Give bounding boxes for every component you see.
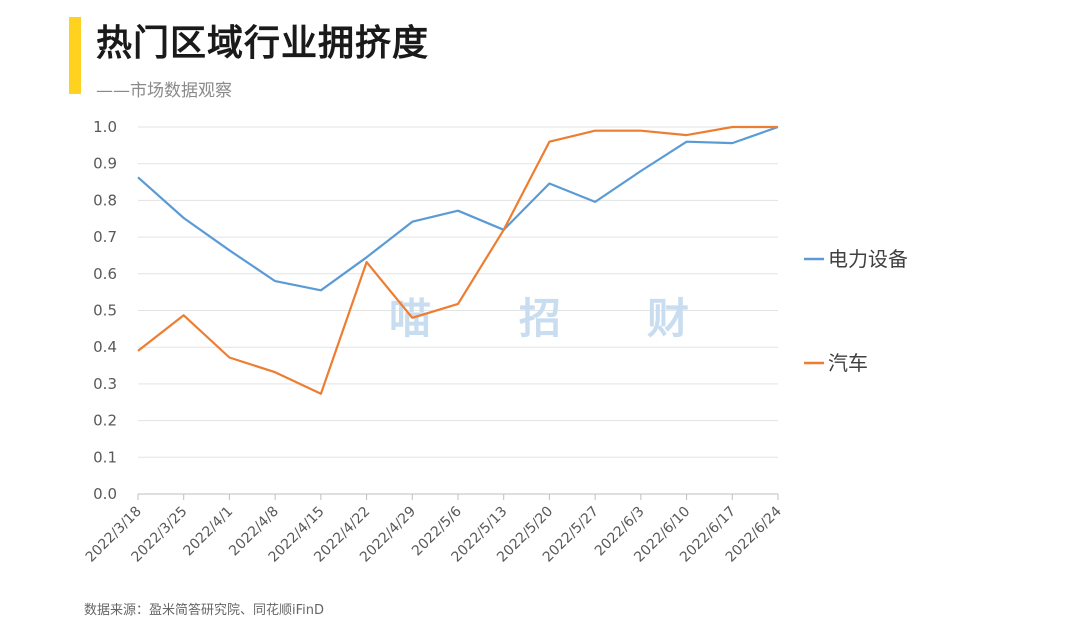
y-tick-label: 0.9 [93, 155, 117, 173]
watermark-char: 喵 [389, 294, 431, 343]
y-tick-label: 0.1 [93, 448, 117, 466]
y-tick-label: 0.3 [93, 375, 117, 393]
watermark-char: 招 [519, 294, 561, 343]
y-tick-label: 0.2 [93, 412, 117, 430]
page-title: 热门区域行业拥挤度 [96, 23, 430, 64]
y-tick-label: 0.4 [93, 338, 117, 356]
data-source-note: 数据来源：盈米简答研究院、同花顺iFinD [84, 603, 325, 618]
series-line-0 [137, 125, 779, 292]
watermark-char: 财 [647, 294, 689, 343]
legend-label: 电力设备 [828, 247, 908, 271]
y-tick-label: 0.6 [93, 265, 117, 283]
y-tick-label: 0.7 [93, 228, 117, 246]
y-tick-label: 0.8 [93, 191, 117, 209]
series-line-1 [137, 125, 778, 395]
title-accent-bar [69, 17, 81, 94]
legend-label: 汽车 [828, 351, 868, 375]
y-tick-label: 1.0 [93, 118, 117, 136]
y-tick-label: 0.5 [93, 302, 117, 320]
page-subtitle: ——市场数据观察 [96, 81, 232, 101]
y-tick-label: 0.0 [93, 485, 117, 503]
